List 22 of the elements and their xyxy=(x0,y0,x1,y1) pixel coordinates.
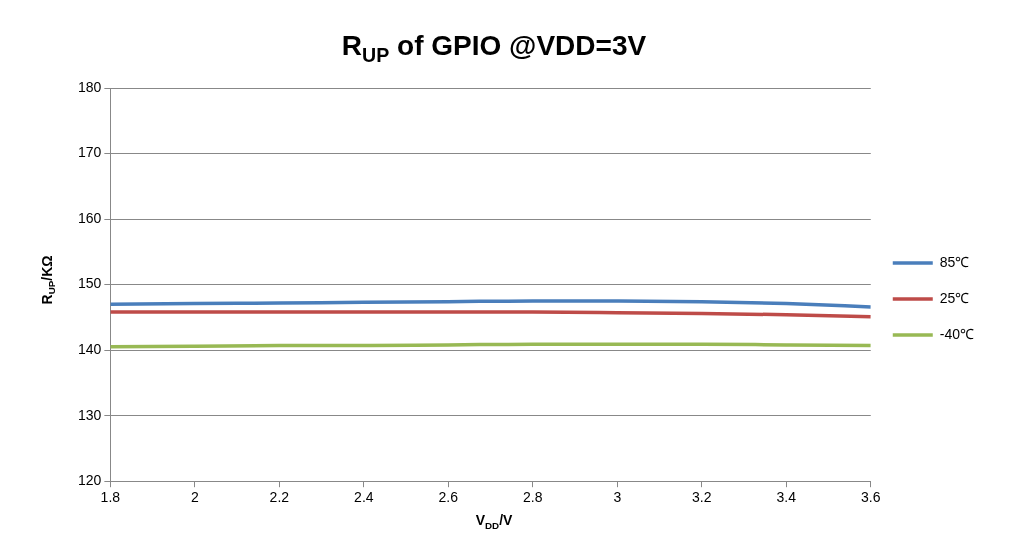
chart-title: R$_{UP}$ of GPIO @VDD=3V xyxy=(340,30,648,67)
x-tick-label: 3.6 xyxy=(861,489,881,506)
y-tick-label: 150 xyxy=(78,275,102,292)
x-tick-label: 3.2 xyxy=(692,489,712,506)
legend-label: 25℃ xyxy=(939,289,970,306)
x-tick-label: 2.2 xyxy=(269,489,290,506)
x-tick-label: 2.4 xyxy=(354,489,374,506)
x-tick-label: 3 xyxy=(613,489,622,506)
y-tick-label: 160 xyxy=(78,209,102,226)
x-axis-title: V$_{DD}$/V xyxy=(474,512,514,531)
legend-label: 85℃ xyxy=(939,253,970,270)
x-tick-label: 2.6 xyxy=(438,489,459,506)
y-tick-label: 180 xyxy=(78,78,102,95)
x-tick-label: 3.4 xyxy=(776,489,797,506)
y-tick-label: 120 xyxy=(78,472,102,489)
x-tick-label: 1.8 xyxy=(100,489,121,506)
y-tick-label: 170 xyxy=(78,144,102,161)
y-tick-label: 130 xyxy=(78,406,102,423)
x-tick-label: 2.8 xyxy=(523,489,543,506)
legend-label: -40℃ xyxy=(939,325,974,342)
x-tick-label: 2 xyxy=(190,489,199,506)
y-tick-label: 140 xyxy=(78,340,102,357)
